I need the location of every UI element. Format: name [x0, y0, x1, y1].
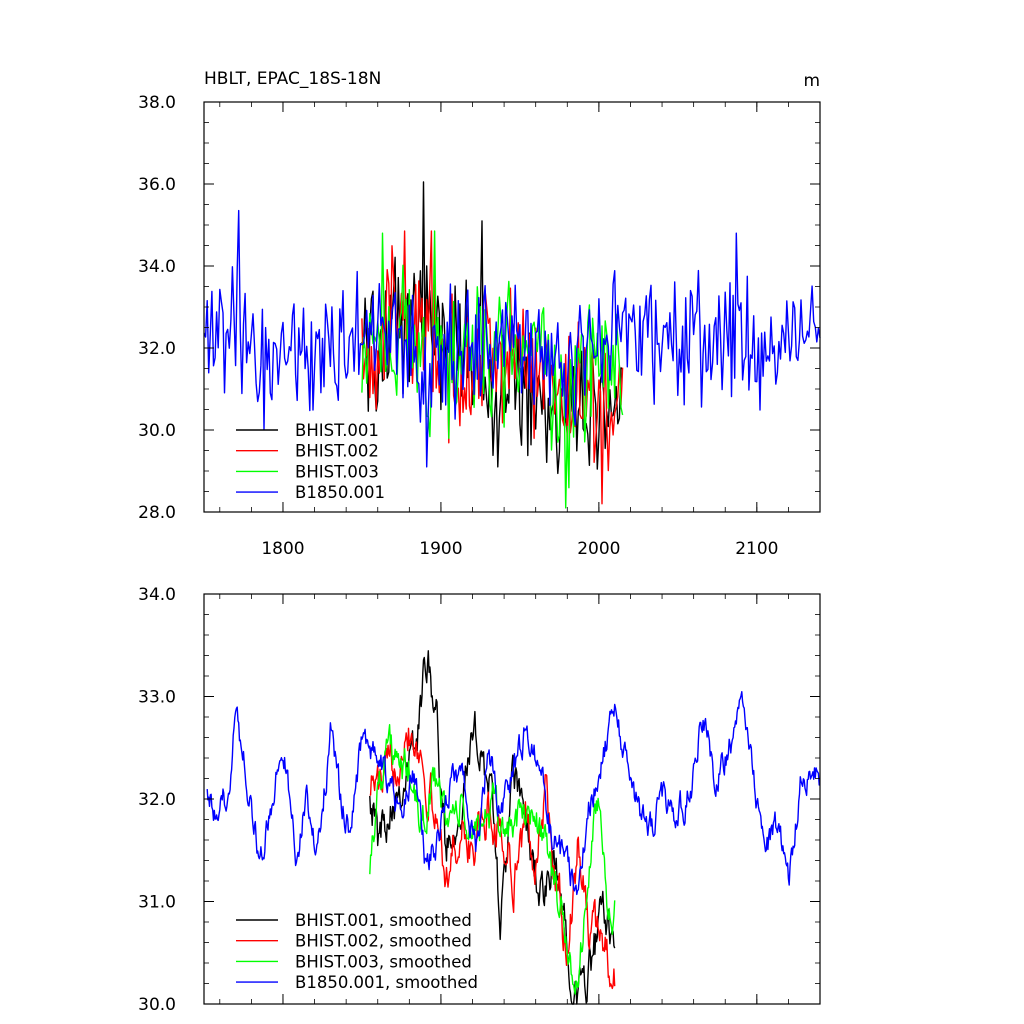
- y-tick-label: 32.0: [138, 339, 176, 359]
- bottom-panel-ticks: 30.0 31.0 32.0 33.0 34.0: [138, 585, 821, 1015]
- y-tick-label: 34.0: [138, 257, 176, 277]
- series-line-bhist-002-smoothed: [369, 727, 616, 990]
- y-tick-label: 34.0: [138, 585, 176, 605]
- legend-label: BHIST.001, smoothed: [295, 911, 472, 930]
- x-tick-label: 1800: [261, 539, 304, 559]
- series-line-bhist-002: [361, 230, 624, 505]
- series-line-bhist-003-smoothed: [369, 724, 616, 995]
- x-tick-label: 1900: [419, 539, 462, 559]
- top-panel-units: m: [803, 71, 820, 91]
- bottom-panel: 30.0 31.0 32.0 33.0 34.0 BHIST.001, smoothed…: [138, 585, 821, 1015]
- y-tick-label: 38.0: [138, 93, 176, 113]
- legend-label: BHIST.002, smoothed: [295, 932, 472, 951]
- legend-label: BHIST.001: [295, 421, 379, 440]
- y-tick-label: 32.0: [138, 790, 176, 810]
- y-tick-label: 30.0: [138, 995, 176, 1015]
- top-panel-title: HBLT, EPAC_18S-18N: [204, 69, 381, 89]
- top-panel-ticks: 28.0 30.0 32.0 34.0 36.0 38.0 1800 1900 2000 2100: [138, 93, 821, 559]
- bottom-panel-series-lines: [206, 650, 821, 1005]
- bottom-panel-legend: BHIST.001, smoothed BHIST.002, smoothedBH…: [236, 911, 478, 992]
- legend-label: B1850.001, smoothed: [295, 973, 478, 992]
- legend-label: BHIST.002: [295, 442, 379, 461]
- legend-label: B1850.001: [295, 483, 385, 502]
- y-tick-label: 28.0: [138, 503, 176, 523]
- y-tick-label: 36.0: [138, 175, 176, 195]
- top-panel: HBLT, EPAC_18S-18N m 28.0 30.0 32.0 34.0 36.…: [138, 69, 821, 559]
- series-line-b1850-001: [203, 209, 821, 468]
- series-line-bhist-003: [361, 230, 624, 509]
- x-tick-label: 2000: [577, 539, 620, 559]
- series-line-b1850-001-smoothed: [206, 691, 821, 896]
- x-tick-label: 2100: [735, 539, 778, 559]
- series-line-bhist-001-smoothed: [369, 650, 616, 1005]
- y-tick-label: 33.0: [138, 688, 176, 708]
- top-panel-series-lines: [203, 181, 821, 509]
- legend-label: BHIST.003, smoothed: [295, 952, 472, 971]
- legend-label: BHIST.003: [295, 462, 379, 481]
- y-tick-label: 30.0: [138, 421, 176, 441]
- y-tick-label: 31.0: [138, 893, 176, 913]
